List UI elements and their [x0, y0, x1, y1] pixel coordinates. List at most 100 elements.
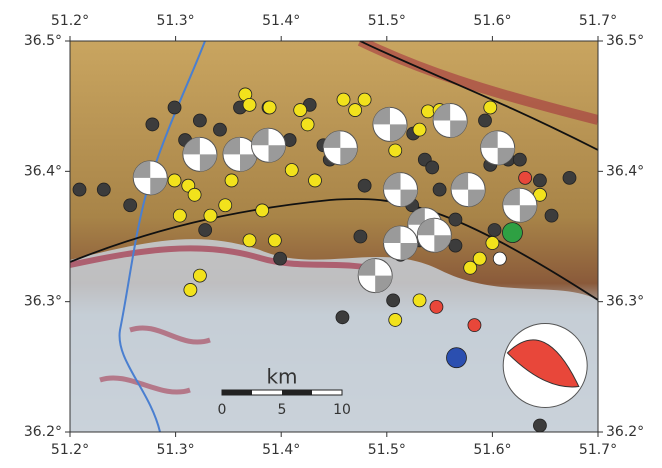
event [488, 223, 501, 236]
y-tick-label: 36.3° [606, 294, 644, 310]
x-tick-label: 51.2° [51, 13, 89, 29]
event [301, 118, 314, 131]
y-tick-label: 36.4° [606, 163, 644, 179]
focal-mechanism [373, 107, 407, 141]
event [449, 213, 462, 226]
map: km 51.2°51.2°51.3°51.3°51.4°51.4°51.5°51… [0, 0, 662, 464]
event [193, 269, 206, 282]
event [173, 209, 186, 222]
event [421, 105, 434, 118]
event [124, 199, 137, 212]
y-tick-label: 36.5° [24, 33, 62, 49]
event [219, 199, 232, 212]
scale-bar-segment [282, 390, 312, 395]
page: km 51.2°51.2°51.3°51.3°51.4°51.4°51.5°51… [0, 0, 662, 468]
event [308, 174, 321, 187]
y-tick-label: 36.2° [24, 424, 62, 440]
event [563, 171, 576, 184]
y-tick-label: 36.5° [606, 33, 644, 49]
event [337, 93, 350, 106]
x-tick-label: 51.6° [473, 442, 511, 458]
focal-mechanism [323, 131, 357, 165]
x-tick-label: 51.3° [157, 442, 195, 458]
y-tick-label: 36.3° [24, 294, 62, 310]
event [184, 283, 197, 296]
event [256, 204, 269, 217]
focal-mechanism [481, 131, 515, 165]
x-tick-label: 51.7° [579, 442, 617, 458]
scale-bar-tick-label: 0 [218, 402, 227, 418]
event [479, 114, 492, 127]
event [243, 98, 256, 111]
focal-mechanism [503, 324, 587, 408]
focal-mechanism [358, 259, 392, 293]
event [413, 123, 426, 136]
scale-bar-tick-label: 5 [278, 402, 287, 418]
x-tick-label: 51.2° [51, 442, 89, 458]
event [519, 171, 532, 184]
event [349, 104, 362, 117]
event [358, 179, 371, 192]
event [268, 234, 281, 247]
x-tick-label: 51.6° [473, 13, 511, 29]
event [387, 294, 400, 307]
event [389, 313, 402, 326]
focal-mechanism [451, 173, 485, 207]
event [204, 209, 217, 222]
event [358, 93, 371, 106]
event [354, 230, 367, 243]
event [468, 319, 481, 332]
event [426, 161, 439, 174]
event [168, 174, 181, 187]
event [285, 164, 298, 177]
event [389, 144, 402, 157]
event [73, 183, 86, 196]
event [430, 300, 443, 313]
event [446, 348, 466, 368]
event [146, 118, 159, 131]
x-tick-label: 51.4° [262, 442, 300, 458]
x-tick-label: 51.5° [368, 13, 406, 29]
event [263, 101, 276, 114]
scale-bar-unit: km [266, 365, 297, 389]
event [449, 239, 462, 252]
event [168, 101, 181, 114]
focal-mechanism [433, 104, 467, 138]
event [188, 188, 201, 201]
event [294, 104, 307, 117]
focal-mechanism [384, 173, 418, 207]
focal-mechanism [252, 128, 286, 162]
event [533, 419, 546, 432]
event [274, 252, 287, 265]
focal-mechanism [417, 218, 451, 252]
event [533, 174, 546, 187]
focal-mechanism [133, 161, 167, 195]
event [225, 174, 238, 187]
event [502, 223, 522, 243]
event [486, 237, 499, 250]
event [199, 223, 212, 236]
event [545, 209, 558, 222]
event [243, 234, 256, 247]
x-tick-label: 51.7° [579, 13, 617, 29]
event [464, 261, 477, 274]
event [213, 123, 226, 136]
event [413, 294, 426, 307]
event [97, 183, 110, 196]
event [484, 101, 497, 114]
x-tick-label: 51.5° [368, 442, 406, 458]
scale-bar-tick-label: 10 [333, 402, 351, 418]
event [493, 252, 506, 265]
y-tick-label: 36.2° [606, 424, 644, 440]
event [336, 311, 349, 324]
event [193, 114, 206, 127]
x-tick-label: 51.4° [262, 13, 300, 29]
focal-mechanism [183, 137, 217, 171]
x-tick-label: 51.3° [157, 13, 195, 29]
scale-bar-segment [222, 390, 252, 395]
y-tick-label: 36.4° [24, 163, 62, 179]
event [513, 153, 526, 166]
focal-mechanism [384, 226, 418, 260]
focal-mechanism [503, 188, 537, 222]
event [433, 183, 446, 196]
